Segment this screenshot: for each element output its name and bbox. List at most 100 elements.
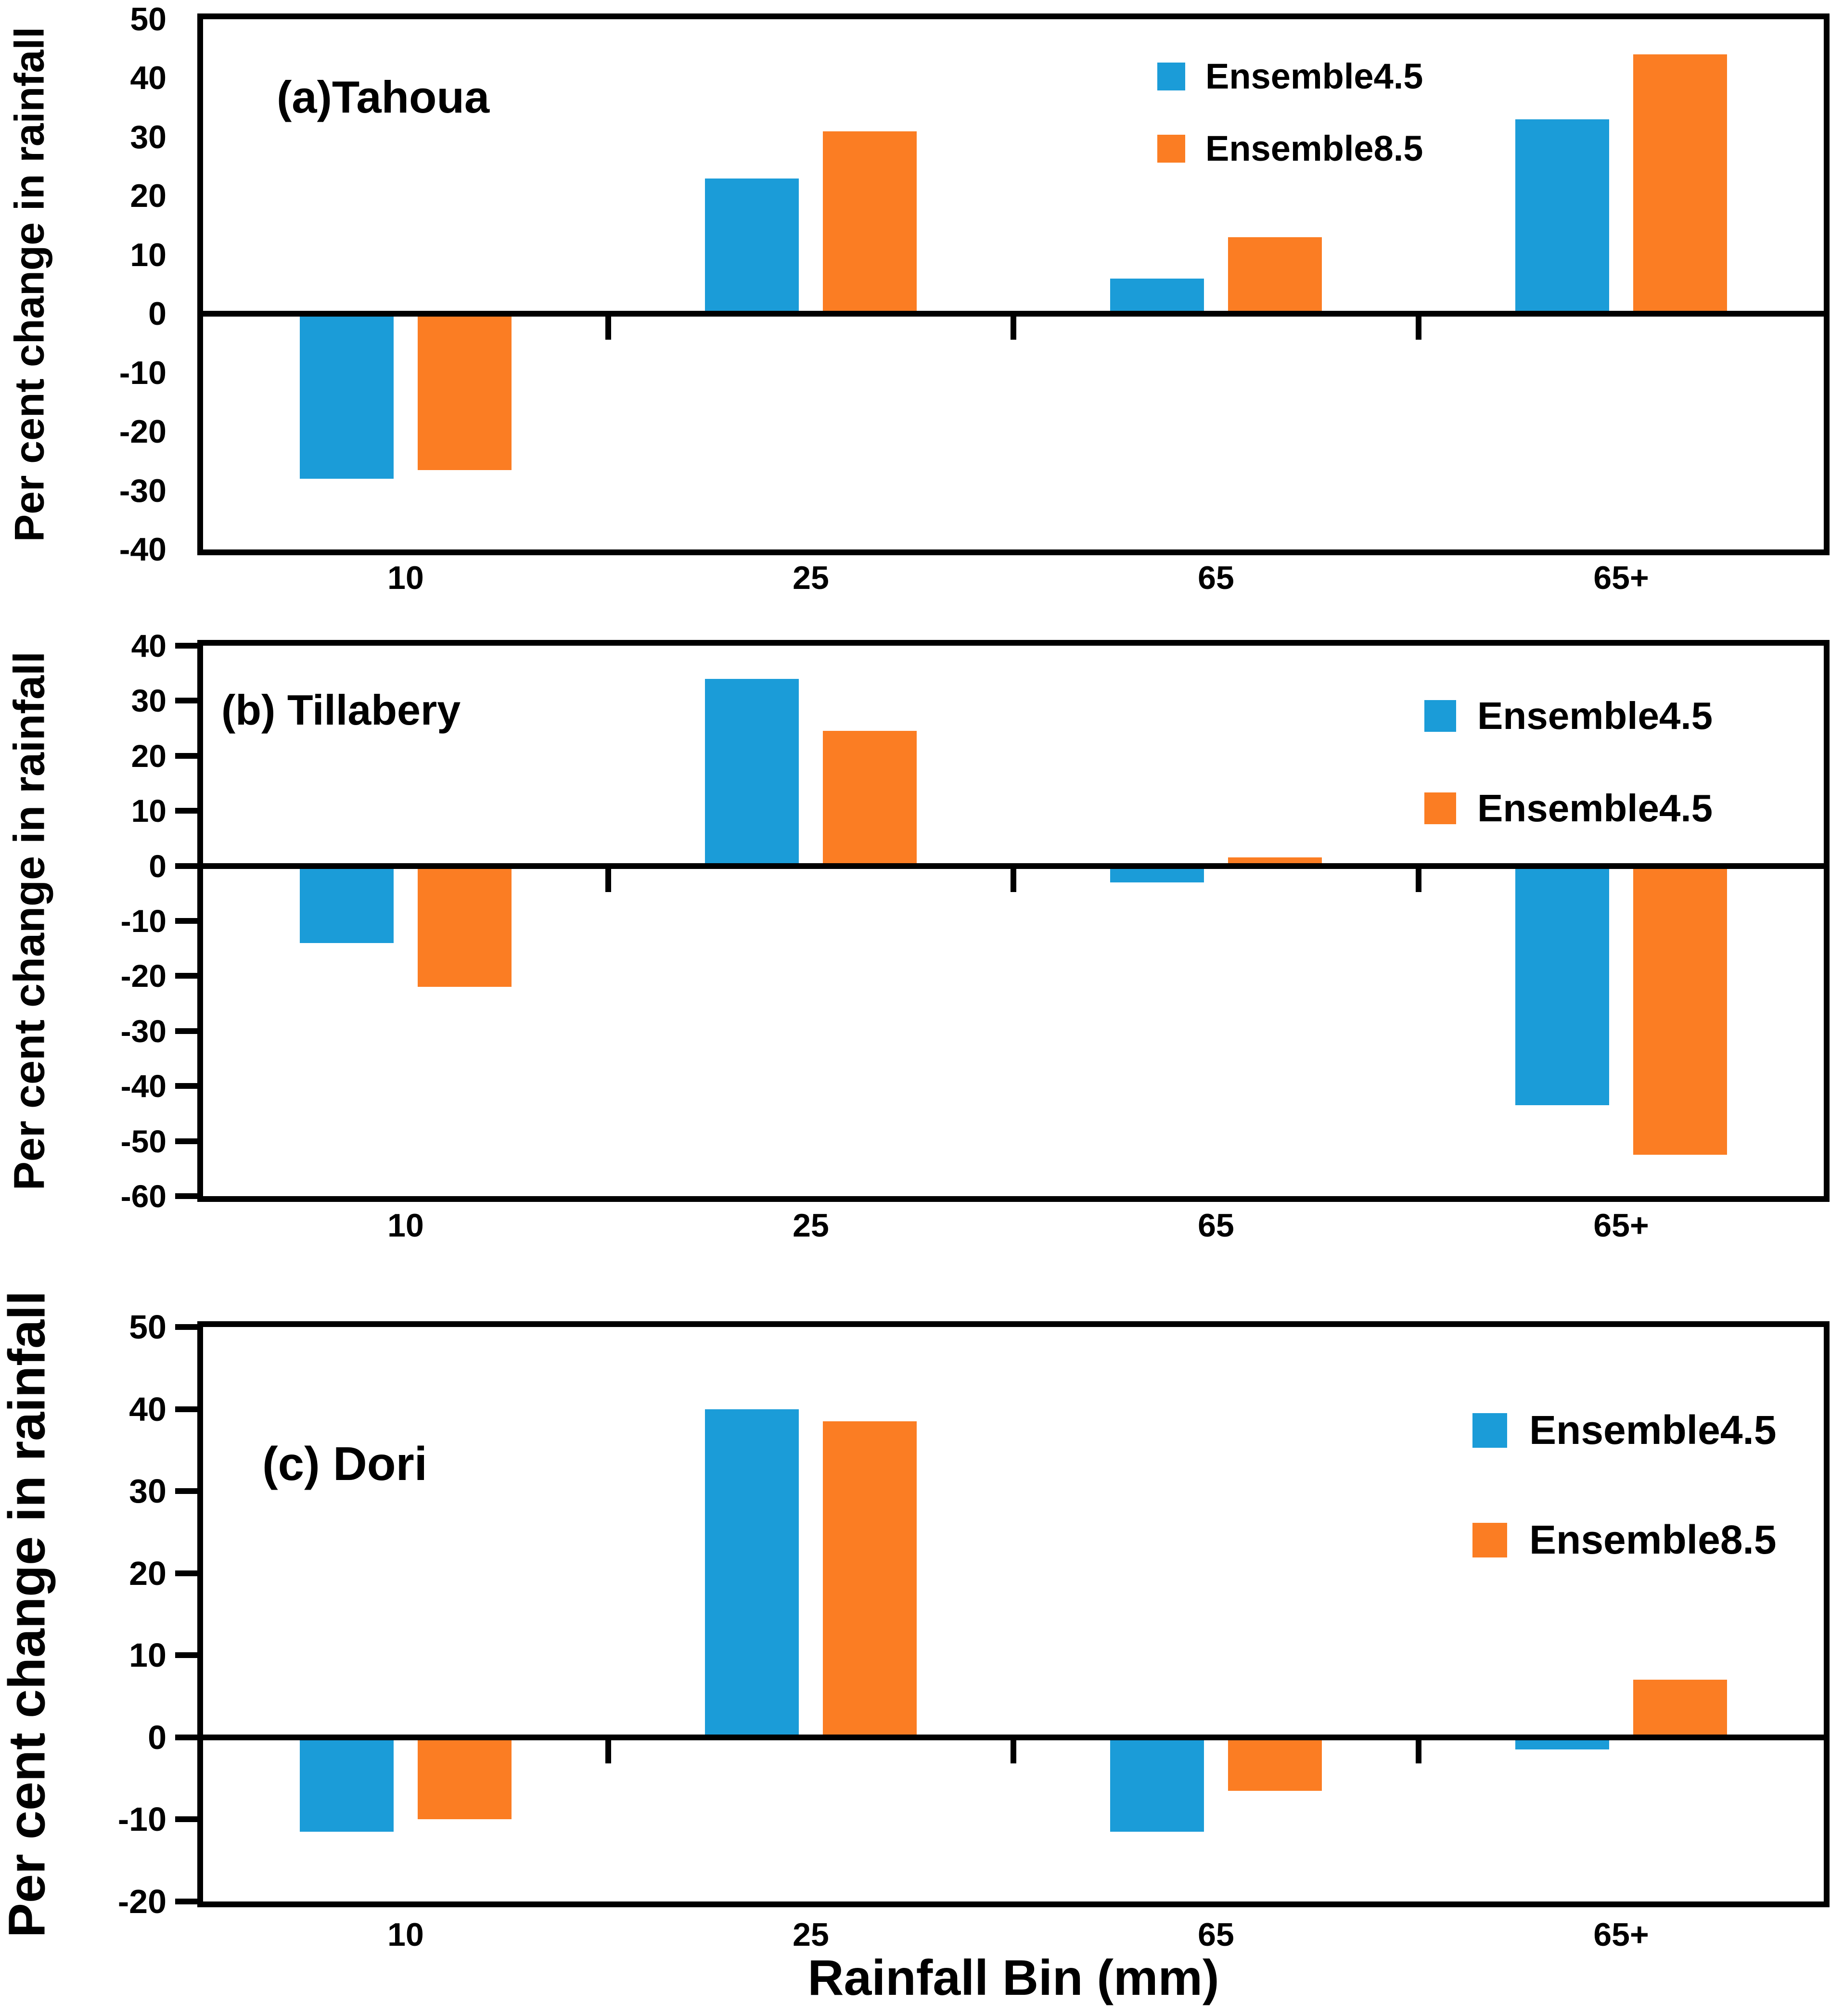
legend-label: Ensemble4.5 [1477,787,1713,829]
y-tick [175,1406,197,1412]
bar [1633,54,1727,314]
legend-swatch [1472,1522,1507,1557]
x-category-label: 65 [1198,560,1234,596]
y-tick-label: 20 [131,738,166,774]
category-tick [605,1737,611,1763]
category-tick [605,866,611,892]
y-tick [175,1816,197,1823]
category-tick [1011,314,1016,340]
y-tick [175,1083,197,1089]
bar [1110,1737,1204,1832]
legend-swatch [1472,1413,1507,1448]
category-tick [1416,866,1421,892]
category-tick [1011,866,1016,892]
x-category-label: 10 [387,1916,424,1953]
y-tick-label: 10 [131,793,166,829]
bar [705,178,799,314]
y-tick-label: 20 [130,178,166,215]
x-category-label: 65 [1198,1916,1234,1953]
legend-item: Ensemble4.5 [1424,786,1713,830]
y-tick-label: -20 [117,1883,166,1920]
y-axis-label: Per cent change in rainfall [6,26,53,542]
bar [1633,1680,1727,1737]
category-tick [1416,1737,1421,1763]
y-tick-label: -50 [120,1123,166,1159]
legend-label: Ensemble4.5 [1205,56,1423,96]
y-axis-label: Per cent change in rainfall [0,1290,56,1938]
category-tick [1416,314,1421,340]
bar [300,314,394,479]
panel-title: (a)Tahoua [277,72,490,122]
bar [418,1737,512,1820]
bar [823,131,917,314]
legend-swatch [1157,62,1185,90]
legend-item: Ensemble4.5 [1424,694,1713,738]
x-category-label: 25 [793,560,829,596]
y-tick-label: -40 [119,531,166,568]
legend-swatch [1157,134,1185,163]
legend-label: Ensemble4.5 [1529,1407,1777,1453]
x-category-label: 65+ [1593,560,1649,596]
y-tick [175,1324,197,1330]
category-tick [1011,1737,1016,1763]
y-tick-label: 10 [130,236,166,273]
bar [705,678,799,866]
legend-swatch [1424,700,1456,732]
x-category-label: 65 [1198,1207,1234,1244]
y-tick-label: 20 [129,1554,166,1592]
y-tick-label: 0 [149,848,166,884]
y-tick-label: 40 [130,60,166,97]
y-tick-label: 10 [129,1636,166,1674]
x-axis-title: Rainfall Bin (mm) [807,1950,1219,2006]
panel-title: (b) Tillabery [221,686,461,734]
bar [1228,237,1322,314]
y-tick [175,863,197,869]
y-tick-label: 30 [131,683,166,719]
legend-label: Ensemble4.5 [1477,694,1713,737]
panel-title: (c) Dori [262,1437,427,1490]
y-tick [175,1899,197,1904]
y-tick-label: -40 [120,1068,166,1104]
y-tick [175,1488,197,1494]
y-tick-label: -10 [119,354,166,391]
bar [1228,1737,1322,1791]
y-tick-label: 40 [129,1390,166,1428]
y-tick [175,1734,197,1740]
bar [1633,866,1727,1155]
bar [705,1409,799,1737]
y-tick [175,1652,197,1659]
x-category-label: 10 [387,1207,424,1244]
legend-label: Ensemble8.5 [1529,1517,1777,1562]
bar [1110,278,1204,314]
y-tick-label: 30 [129,1472,166,1510]
x-category-label: 65+ [1593,1207,1649,1244]
legend-item: Ensemble8.5 [1157,128,1423,169]
legend-label: Ensemble8.5 [1205,128,1423,168]
y-tick-label: -20 [120,958,166,994]
legend-item: Ensemble4.5 [1157,56,1423,97]
y-tick-label: 50 [129,1308,166,1346]
y-tick-label: 0 [148,1718,166,1756]
x-category-label: 25 [793,1207,829,1244]
x-category-label: 10 [387,560,424,596]
y-tick-label: -30 [120,1013,166,1049]
y-tick-label: 0 [148,295,166,332]
y-tick-label: 40 [131,628,166,663]
y-tick-label: -20 [119,413,166,450]
y-tick [175,973,197,979]
y-tick-label: -30 [119,472,166,509]
y-tick-label: 30 [130,118,166,155]
bar [1515,866,1609,1106]
bar [300,1737,394,1832]
bar [418,314,512,470]
y-tick [175,698,197,704]
y-tick [175,1028,197,1034]
y-tick-label: -60 [120,1178,166,1214]
bar [823,1421,917,1737]
y-tick-label: 50 [130,1,166,38]
y-tick [175,1193,197,1199]
y-tick [175,918,197,924]
y-tick-label: -10 [120,903,166,939]
y-tick [175,808,197,814]
